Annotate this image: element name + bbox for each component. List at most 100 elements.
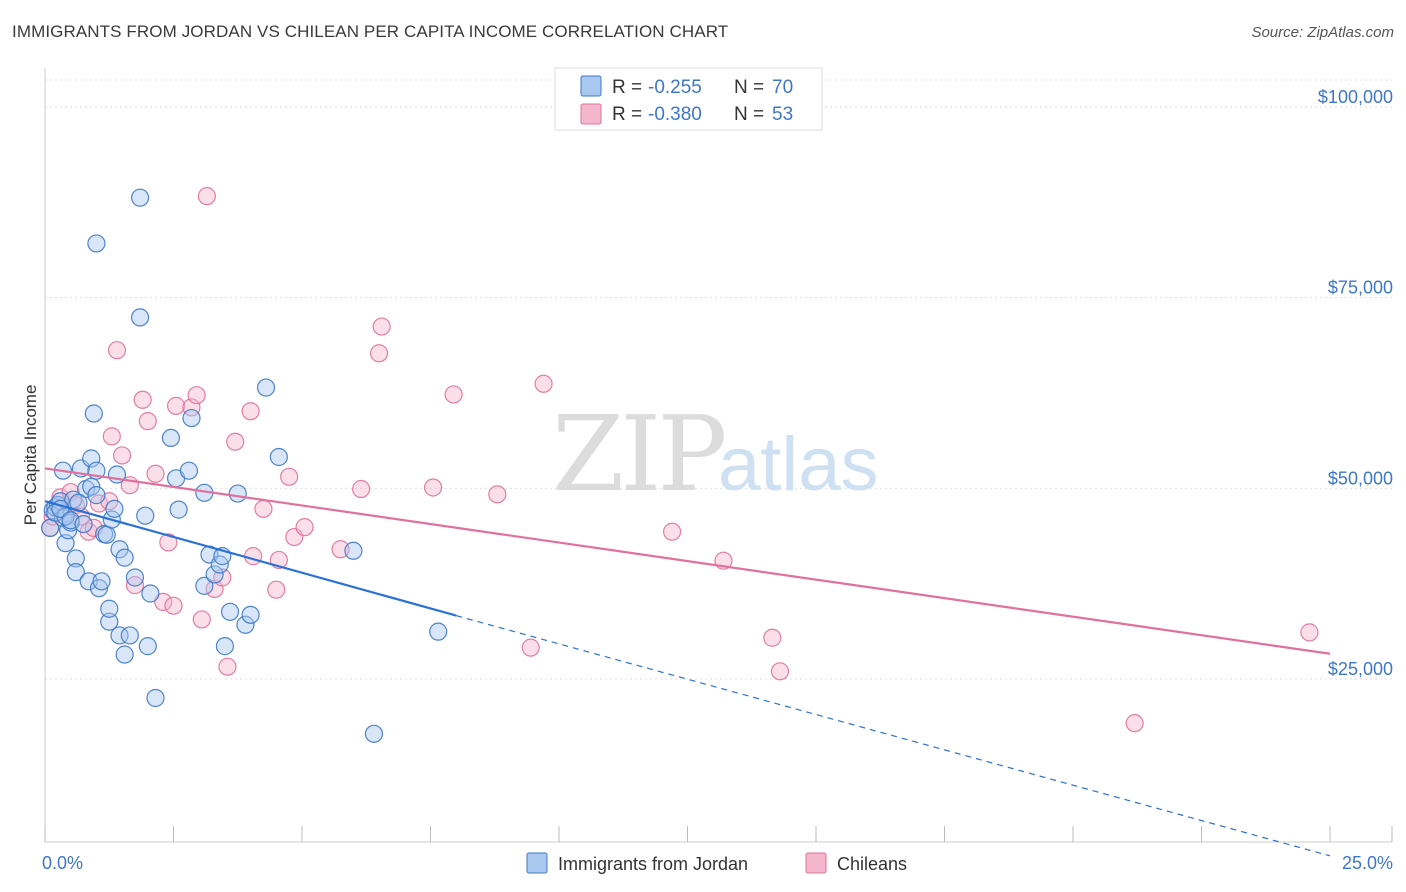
jordan-point [115, 548, 134, 567]
chilean-point [444, 385, 463, 404]
jordan-point [130, 188, 150, 207]
bottom-legend-label-chileans: Chileans [837, 854, 907, 874]
chilean-point [488, 485, 507, 504]
chilean-point [112, 446, 132, 465]
jordan-trend-line [44, 500, 457, 617]
jordan-point [130, 308, 150, 327]
jordan-point [241, 605, 260, 624]
chart-source: Source: ZipAtlas.com [1251, 24, 1394, 41]
chilean-point [423, 478, 443, 497]
x-tick-label: 25.0% [1342, 853, 1393, 873]
x-tick-label: 0.0% [42, 853, 83, 873]
y-tick-label: $50,000 [1328, 468, 1393, 488]
jordan-point [84, 404, 103, 423]
chilean-point [133, 390, 152, 409]
chilean-point [1125, 714, 1144, 733]
chilean-point [763, 628, 782, 647]
chilean-point [218, 657, 237, 676]
chilean-point [280, 467, 299, 486]
jordan-point [92, 572, 111, 591]
jordan-point [146, 688, 165, 708]
jordan-point [87, 486, 106, 505]
jordan-point [66, 549, 85, 568]
chilean-point [154, 592, 173, 611]
watermark-atlas: atlas [718, 422, 879, 507]
jordan-point [195, 576, 214, 595]
legend-r-value-jordan: -0.255 [648, 77, 702, 98]
chilean-point [166, 396, 186, 415]
chilean-point [254, 499, 273, 518]
chilean-point [1300, 623, 1319, 642]
jordan-point [79, 572, 98, 591]
chilean-point [138, 412, 157, 431]
jordan-point [161, 428, 181, 448]
jordan-point [110, 626, 129, 645]
chilean-point [102, 427, 121, 446]
chilean-point [241, 402, 260, 421]
trend-layer [44, 467, 1331, 857]
jordan-point [138, 637, 157, 656]
jordan-trend-extension [456, 615, 1331, 857]
chilean-point [192, 610, 211, 629]
legend-r-label-jordan: R = [612, 77, 642, 98]
bottom-legend-label-jordan: Immigrants from Jordan [558, 854, 748, 874]
jordan-point [429, 622, 448, 641]
y-tick-label: $100,000 [1318, 87, 1393, 107]
legend-r-label-chileans: R = [612, 104, 642, 125]
jordan-point [215, 637, 234, 656]
chilean-point [295, 518, 314, 537]
jordan-point [236, 615, 255, 634]
watermark: ZIP atlas [552, 393, 879, 515]
jordan-point [220, 602, 240, 621]
jordan-point [141, 584, 160, 603]
chilean-point [197, 187, 217, 206]
jordan-point [269, 447, 288, 467]
jordan-point [344, 541, 363, 560]
chilean-point [226, 432, 245, 451]
chilean-point [159, 533, 178, 552]
jordan-point [74, 514, 93, 534]
series-jordan-points [41, 188, 448, 743]
bottom-legend: Immigrants from Jordan Chileans [526, 852, 907, 874]
tick-labels: $25,000 $50,000 $75,000 $100,000 0.0% 25.0% [42, 87, 1393, 873]
chilean-point [372, 317, 391, 336]
jordan-point [115, 645, 134, 664]
legend-n-label-jordan: N = [734, 77, 764, 98]
chart-title: IMMIGRANTS FROM JORDAN VS CHILEAN PER CA… [12, 22, 729, 41]
legend-n-value-chileans: 53 [772, 104, 793, 125]
legend-swatch-jordan [580, 75, 602, 97]
jordan-point [105, 499, 124, 518]
chilean-point [164, 596, 183, 615]
y-tick-label: $75,000 [1328, 278, 1393, 298]
chilean-point [534, 374, 553, 393]
chilean-point [146, 464, 165, 483]
jordan-point [228, 484, 247, 503]
top-legend: R = -0.255 N = 70 R = -0.380 N = 53 [554, 67, 823, 131]
jordan-point [100, 599, 119, 618]
watermark-zip: ZIP [552, 393, 724, 515]
jordan-point [87, 234, 106, 253]
chilean-point [770, 662, 790, 681]
y-axis-title: Per Capita Income [21, 385, 40, 526]
chilean-point [267, 580, 286, 599]
chilean-point [370, 344, 389, 363]
chilean-point [125, 576, 145, 595]
jordan-point [256, 378, 276, 397]
bottom-legend-swatch-jordan [526, 852, 548, 874]
jordan-point [179, 461, 199, 480]
jordan-point [364, 724, 384, 743]
y-tick-label: $25,000 [1328, 659, 1393, 679]
chilean-point [521, 638, 540, 657]
grid-layer [45, 79, 1392, 680]
chilean-point [107, 341, 127, 360]
jordan-point [205, 565, 224, 584]
chilean-point [244, 547, 263, 566]
series-chileans-points [41, 187, 1319, 733]
chilean-trend-line [44, 467, 1331, 655]
legend-n-label-chileans: N = [734, 104, 764, 125]
axes-layer [44, 68, 1393, 843]
jordan-point [136, 506, 155, 525]
jordan-point [97, 525, 116, 544]
